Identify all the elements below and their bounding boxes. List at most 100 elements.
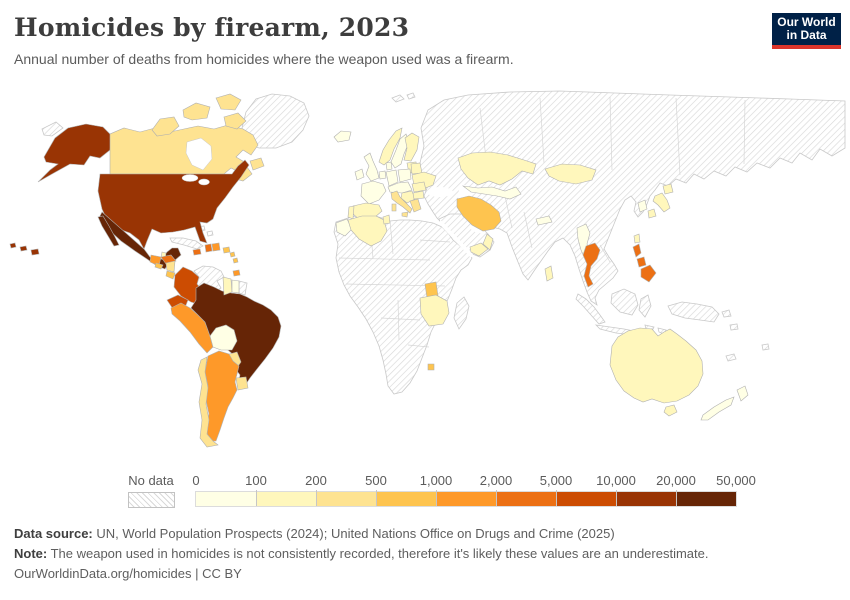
country-oman[interactable] bbox=[482, 233, 494, 251]
legend-bin[interactable] bbox=[376, 492, 436, 506]
country-bolivia[interactable] bbox=[209, 324, 238, 351]
country-iceland[interactable] bbox=[333, 130, 352, 143]
country-puerto-rico[interactable] bbox=[222, 246, 231, 254]
chart-title: Homicides by firearm, 2023 bbox=[14, 13, 410, 42]
footer-data-source-text: UN, World Population Prospects (2024); U… bbox=[92, 526, 615, 541]
country-south-korea[interactable] bbox=[637, 199, 648, 213]
country-japan[interactable] bbox=[647, 183, 674, 219]
country-nepal[interactable] bbox=[535, 215, 553, 226]
legend-tick-mark bbox=[496, 490, 497, 506]
country-bulgaria[interactable] bbox=[412, 190, 425, 200]
country-united-states[interactable] bbox=[97, 159, 250, 250]
country-united-states-hawaii[interactable] bbox=[9, 242, 40, 256]
country-costa-rica[interactable] bbox=[165, 270, 176, 280]
country-mongolia[interactable] bbox=[544, 163, 597, 185]
red-sea bbox=[439, 221, 473, 257]
country-nicaragua[interactable] bbox=[165, 260, 176, 273]
country-chile[interactable] bbox=[197, 356, 219, 448]
country-canada[interactable] bbox=[109, 124, 259, 175]
legend-bin[interactable] bbox=[436, 492, 496, 506]
legend-bin[interactable] bbox=[256, 492, 316, 506]
country-cuba[interactable] bbox=[169, 237, 204, 250]
country-new-zealand[interactable] bbox=[700, 385, 749, 421]
legend-bin[interactable] bbox=[316, 492, 376, 506]
region-asia-no-data[interactable] bbox=[418, 90, 846, 306]
country-trinidad-and-tobago[interactable] bbox=[232, 269, 241, 277]
legend-bin[interactable] bbox=[676, 492, 736, 506]
country-madagascar[interactable] bbox=[453, 296, 470, 330]
country-tunisia[interactable] bbox=[382, 214, 391, 225]
footer-note: Note: The weapon used in homicides is no… bbox=[14, 546, 709, 561]
country-finland[interactable] bbox=[403, 132, 420, 162]
lakes bbox=[181, 137, 213, 186]
legend-bin[interactable] bbox=[556, 492, 616, 506]
country-kazakhstan[interactable] bbox=[457, 151, 537, 186]
owid-logo-line2: in Data bbox=[786, 28, 827, 42]
country-haiti[interactable] bbox=[204, 243, 213, 253]
legend-tick-label: 200 bbox=[305, 473, 327, 488]
country-united-kingdom[interactable] bbox=[363, 152, 380, 182]
country-ireland[interactable] bbox=[354, 168, 365, 181]
country-lesser-antilles[interactable] bbox=[229, 251, 239, 264]
footer-license[interactable]: OurWorldinData.org/homicides | CC BY bbox=[14, 566, 242, 581]
country-french-guiana[interactable] bbox=[238, 280, 248, 296]
chart-subtitle: Annual number of deaths from homicides w… bbox=[14, 51, 514, 67]
owid-logo[interactable]: Our World in Data bbox=[772, 13, 841, 49]
legend-tick-label: 100 bbox=[245, 473, 267, 488]
footer-note-prefix: Note: bbox=[14, 546, 48, 561]
region-africa-no-data[interactable] bbox=[333, 214, 473, 395]
country-belarus[interactable] bbox=[410, 162, 423, 175]
country-australia[interactable] bbox=[609, 327, 704, 417]
country-denmark[interactable] bbox=[385, 161, 393, 171]
legend-no-data-swatch[interactable] bbox=[128, 492, 175, 508]
country-greenland[interactable] bbox=[241, 93, 310, 149]
legend-bin[interactable] bbox=[196, 492, 256, 506]
country-philippines[interactable] bbox=[632, 243, 657, 283]
country-portugal[interactable] bbox=[347, 205, 355, 220]
country-taiwan[interactable] bbox=[633, 233, 641, 244]
region-central-europe[interactable] bbox=[387, 181, 413, 194]
country-svalbard[interactable] bbox=[391, 92, 416, 103]
region-benelux[interactable] bbox=[378, 170, 387, 180]
legend-tick-label: 0 bbox=[192, 473, 200, 488]
country-algeria[interactable] bbox=[347, 215, 388, 247]
country-jamaica[interactable] bbox=[192, 248, 202, 256]
country-dominican-republic[interactable] bbox=[211, 242, 221, 252]
country-yemen[interactable] bbox=[469, 242, 489, 257]
persian-gulf bbox=[469, 224, 485, 234]
legend-bin[interactable] bbox=[616, 492, 676, 506]
legend-no-data-label: No data bbox=[128, 473, 174, 488]
legend-tick-mark bbox=[556, 490, 557, 506]
country-suriname[interactable] bbox=[231, 279, 240, 294]
region-pacific-islands[interactable] bbox=[725, 323, 770, 362]
country-uruguay[interactable] bbox=[235, 376, 249, 391]
country-romania[interactable] bbox=[411, 181, 427, 193]
country-canada-arctic-islands[interactable] bbox=[151, 93, 247, 137]
country-germany[interactable] bbox=[385, 169, 399, 187]
country-italy[interactable] bbox=[390, 190, 413, 218]
country-el-salvador[interactable] bbox=[154, 262, 164, 270]
country-argentina[interactable] bbox=[204, 350, 240, 442]
country-poland[interactable] bbox=[397, 168, 412, 183]
country-mexico-baja[interactable] bbox=[97, 215, 120, 247]
country-tanzania[interactable] bbox=[419, 294, 450, 327]
country-united-states-alaska[interactable] bbox=[37, 123, 113, 183]
countries bbox=[9, 93, 749, 448]
country-greece[interactable] bbox=[409, 198, 422, 213]
region-central-asia[interactable] bbox=[461, 185, 522, 200]
country-iran[interactable] bbox=[456, 195, 502, 232]
country-papua-new-guinea[interactable] bbox=[667, 301, 732, 323]
country-guyana[interactable] bbox=[222, 276, 233, 296]
country-morocco[interactable] bbox=[335, 218, 353, 237]
legend-tick-mark bbox=[436, 490, 437, 506]
country-eswatini[interactable] bbox=[427, 363, 435, 371]
legend-tick-mark bbox=[316, 490, 317, 506]
country-thailand[interactable] bbox=[582, 242, 601, 288]
country-chukotka-fragment[interactable] bbox=[41, 121, 64, 137]
country-france[interactable] bbox=[360, 180, 387, 205]
country-sri-lanka[interactable] bbox=[544, 265, 554, 282]
legend-bin[interactable] bbox=[496, 492, 556, 506]
black-sea bbox=[427, 187, 453, 197]
footer-note-text: The weapon used in homicides is not cons… bbox=[47, 546, 709, 561]
